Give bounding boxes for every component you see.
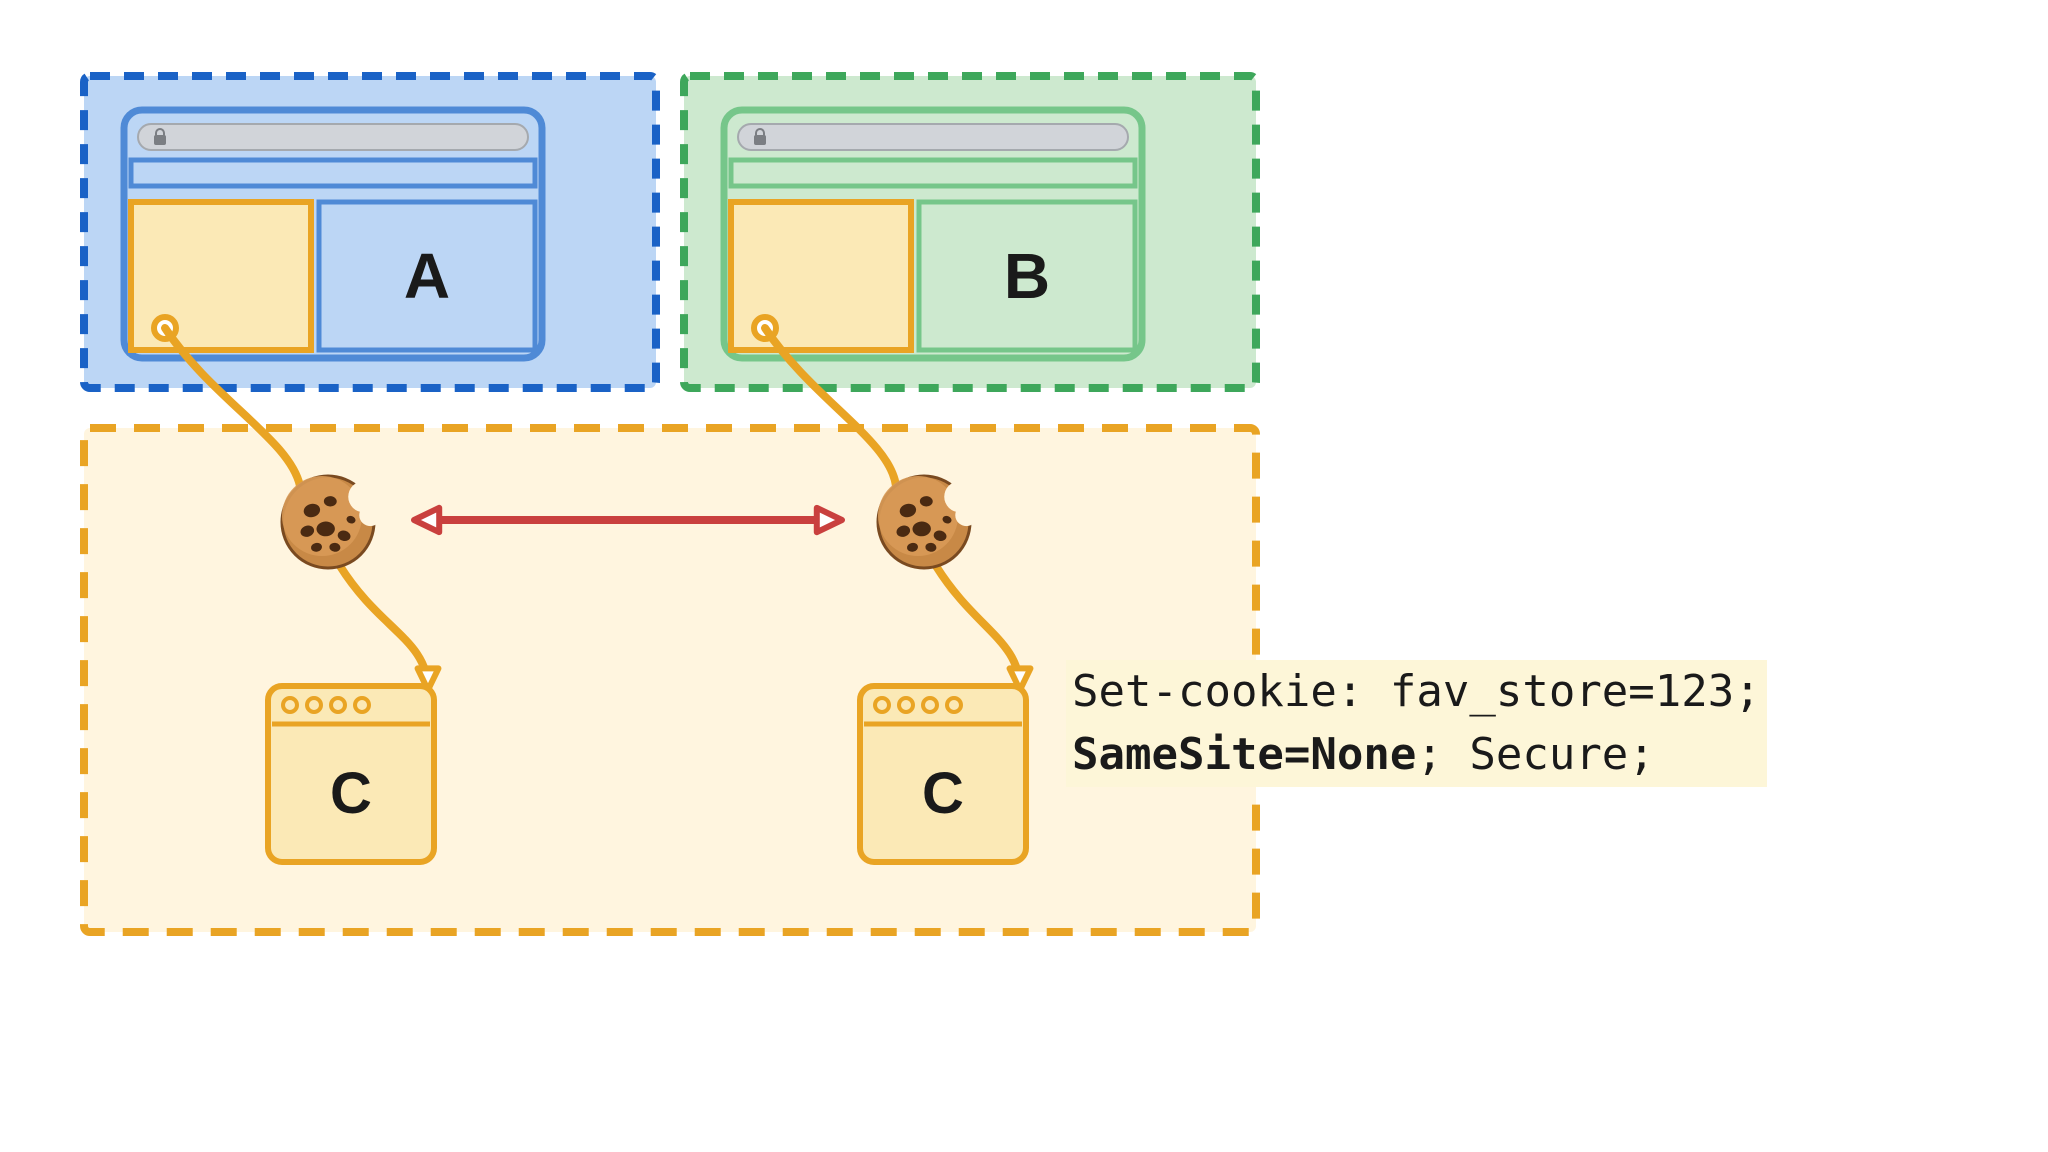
- service-panel-c: C: [860, 686, 1026, 862]
- cookie-header-label: Set-cookie: fav_store=123; SameSite=None…: [1066, 660, 1767, 787]
- browser-window-a: A: [124, 110, 542, 358]
- address-bar: [738, 124, 1128, 150]
- address-bar: [138, 124, 528, 150]
- browser-label: B: [1004, 240, 1050, 312]
- code-line1: Set-cookie: fav_store=123;: [1072, 666, 1761, 717]
- panel-label: C: [922, 761, 964, 826]
- browser-label: A: [404, 240, 450, 312]
- code-line2-bold: SameSite=None: [1072, 729, 1416, 780]
- service-panel-c: C: [268, 686, 434, 862]
- code-line2-rest: ; Secure;: [1416, 729, 1654, 780]
- lock-icon: [154, 135, 166, 145]
- lock-icon: [754, 135, 766, 145]
- browser-window-b: B: [724, 110, 1142, 358]
- panel-label: C: [330, 761, 372, 826]
